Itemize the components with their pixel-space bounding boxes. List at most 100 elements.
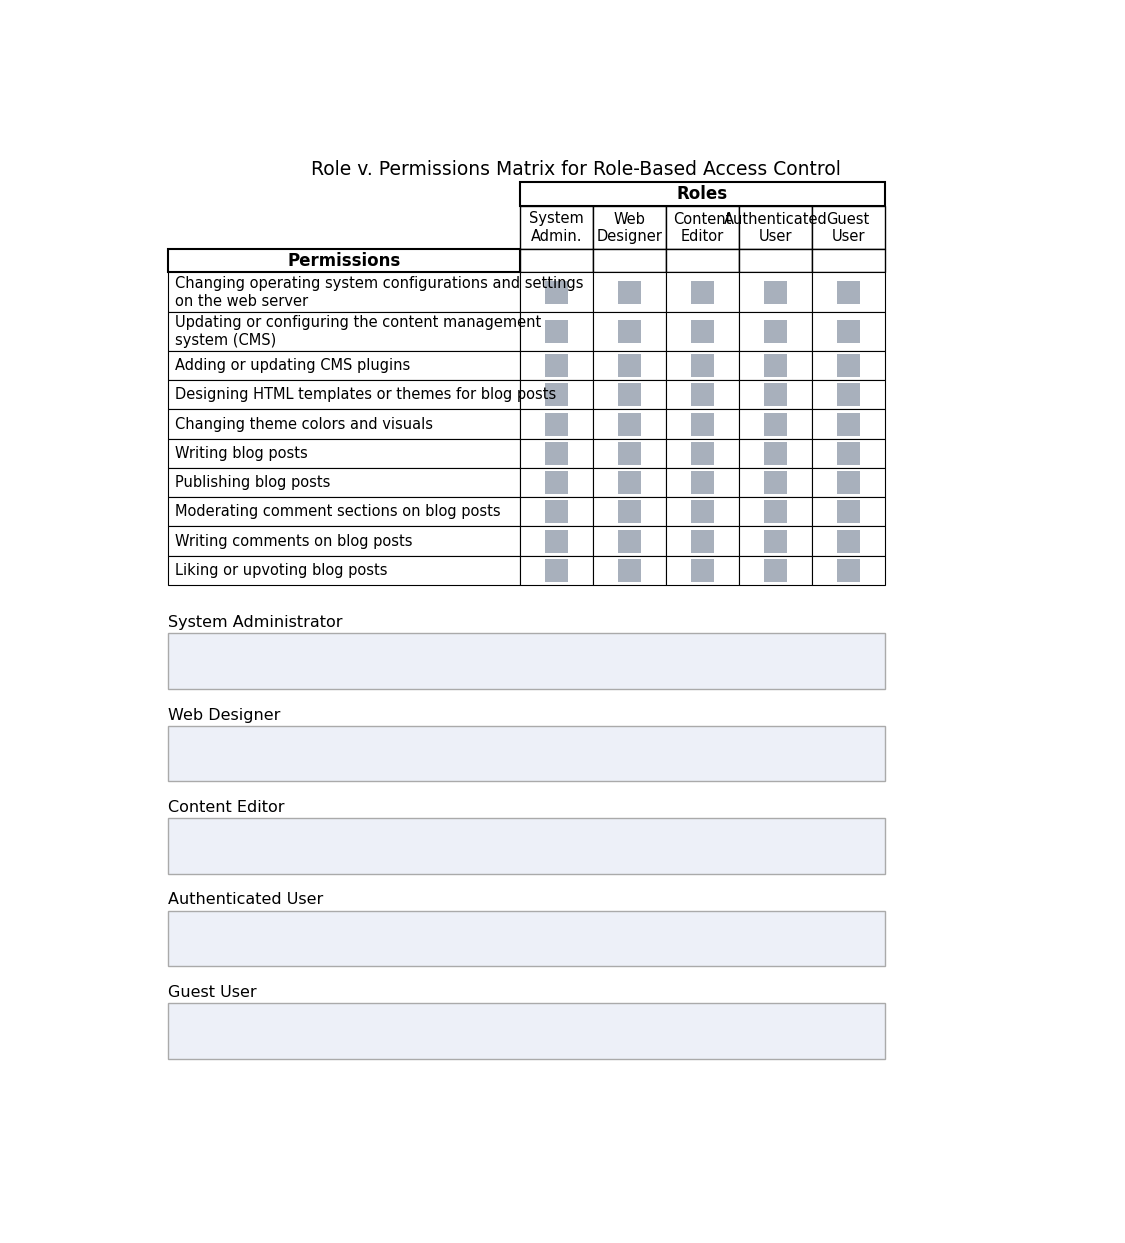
Text: Changing theme colors and visuals: Changing theme colors and visuals xyxy=(174,416,433,431)
Bar xyxy=(666,527,739,556)
Bar xyxy=(691,413,714,435)
Text: Web Designer: Web Designer xyxy=(168,707,280,722)
Text: Authenticated
User: Authenticated User xyxy=(723,211,827,244)
Bar xyxy=(812,439,884,467)
Bar xyxy=(691,500,714,523)
Bar xyxy=(812,351,884,380)
Bar xyxy=(812,272,884,312)
Text: Content Editor: Content Editor xyxy=(168,800,285,815)
Bar xyxy=(764,441,787,465)
Bar xyxy=(168,634,884,689)
Text: Liking or upvoting blog posts: Liking or upvoting blog posts xyxy=(174,563,387,578)
Bar xyxy=(168,272,521,312)
Bar xyxy=(691,383,714,406)
Bar xyxy=(691,559,714,582)
Text: Writing comments on blog posts: Writing comments on blog posts xyxy=(174,533,412,548)
Bar xyxy=(546,559,568,582)
Bar xyxy=(739,206,812,250)
Text: Permissions: Permissions xyxy=(288,252,400,270)
Bar xyxy=(666,206,739,250)
Bar xyxy=(764,281,787,305)
Bar xyxy=(521,467,593,497)
Bar xyxy=(666,380,739,409)
Text: Roles: Roles xyxy=(677,185,728,203)
Bar xyxy=(521,272,593,312)
Bar xyxy=(521,527,593,556)
Bar xyxy=(168,380,521,409)
Bar xyxy=(593,556,666,585)
Bar xyxy=(618,321,641,343)
Bar xyxy=(739,380,812,409)
Bar xyxy=(764,383,787,406)
Bar xyxy=(168,556,521,585)
Bar xyxy=(168,467,521,497)
Text: Authenticated User: Authenticated User xyxy=(168,892,323,907)
Bar xyxy=(691,354,714,377)
Bar xyxy=(593,527,666,556)
Bar xyxy=(691,471,714,495)
Bar xyxy=(739,527,812,556)
Text: Writing blog posts: Writing blog posts xyxy=(174,446,307,461)
Text: Changing operating system configurations and settings
on the web server: Changing operating system configurations… xyxy=(174,276,583,308)
Bar xyxy=(593,272,666,312)
Bar xyxy=(521,206,593,250)
Text: Moderating comment sections on blog posts: Moderating comment sections on blog post… xyxy=(174,505,501,520)
Bar xyxy=(666,467,739,497)
Bar xyxy=(546,471,568,495)
Text: Guest
User: Guest User xyxy=(827,211,870,244)
Bar xyxy=(666,272,739,312)
Bar xyxy=(666,409,739,439)
Bar xyxy=(168,351,521,380)
Bar xyxy=(837,383,860,406)
Bar xyxy=(691,441,714,465)
Bar xyxy=(593,467,666,497)
Bar xyxy=(521,556,593,585)
Bar xyxy=(837,471,860,495)
Bar xyxy=(168,409,521,439)
Text: System
Admin.: System Admin. xyxy=(530,211,584,244)
Bar xyxy=(618,530,641,553)
Bar xyxy=(593,351,666,380)
Bar xyxy=(521,409,593,439)
Bar xyxy=(812,206,884,250)
Bar xyxy=(764,530,787,553)
Bar xyxy=(168,911,884,966)
Bar xyxy=(618,281,641,305)
Bar xyxy=(618,354,641,377)
Text: Designing HTML templates or themes for blog posts: Designing HTML templates or themes for b… xyxy=(174,388,556,403)
Bar xyxy=(521,380,593,409)
Bar xyxy=(812,380,884,409)
Bar xyxy=(837,500,860,523)
Bar xyxy=(691,321,714,343)
Bar xyxy=(739,250,812,272)
Bar xyxy=(739,312,812,351)
Bar xyxy=(666,250,739,272)
Bar xyxy=(618,383,641,406)
Bar xyxy=(691,530,714,553)
Bar xyxy=(812,312,884,351)
Bar xyxy=(739,556,812,585)
Bar xyxy=(837,441,860,465)
Bar xyxy=(521,497,593,527)
Bar xyxy=(618,471,641,495)
Bar xyxy=(168,439,521,467)
Text: Role v. Permissions Matrix for Role-Based Access Control: Role v. Permissions Matrix for Role-Base… xyxy=(312,160,842,179)
Bar xyxy=(812,250,884,272)
Text: Updating or configuring the content management
system (CMS): Updating or configuring the content mana… xyxy=(174,316,541,348)
Bar xyxy=(593,439,666,467)
Text: Publishing blog posts: Publishing blog posts xyxy=(174,475,330,490)
Bar xyxy=(168,250,521,272)
Bar xyxy=(739,497,812,527)
Bar xyxy=(521,439,593,467)
Bar xyxy=(764,559,787,582)
Bar xyxy=(168,726,884,782)
Bar xyxy=(546,530,568,553)
Bar xyxy=(739,272,812,312)
Bar xyxy=(546,413,568,435)
Bar xyxy=(812,467,884,497)
Bar xyxy=(168,497,521,527)
Bar xyxy=(593,250,666,272)
Text: Web
Designer: Web Designer xyxy=(596,211,663,244)
Text: System Administrator: System Administrator xyxy=(168,615,342,630)
Bar xyxy=(837,354,860,377)
